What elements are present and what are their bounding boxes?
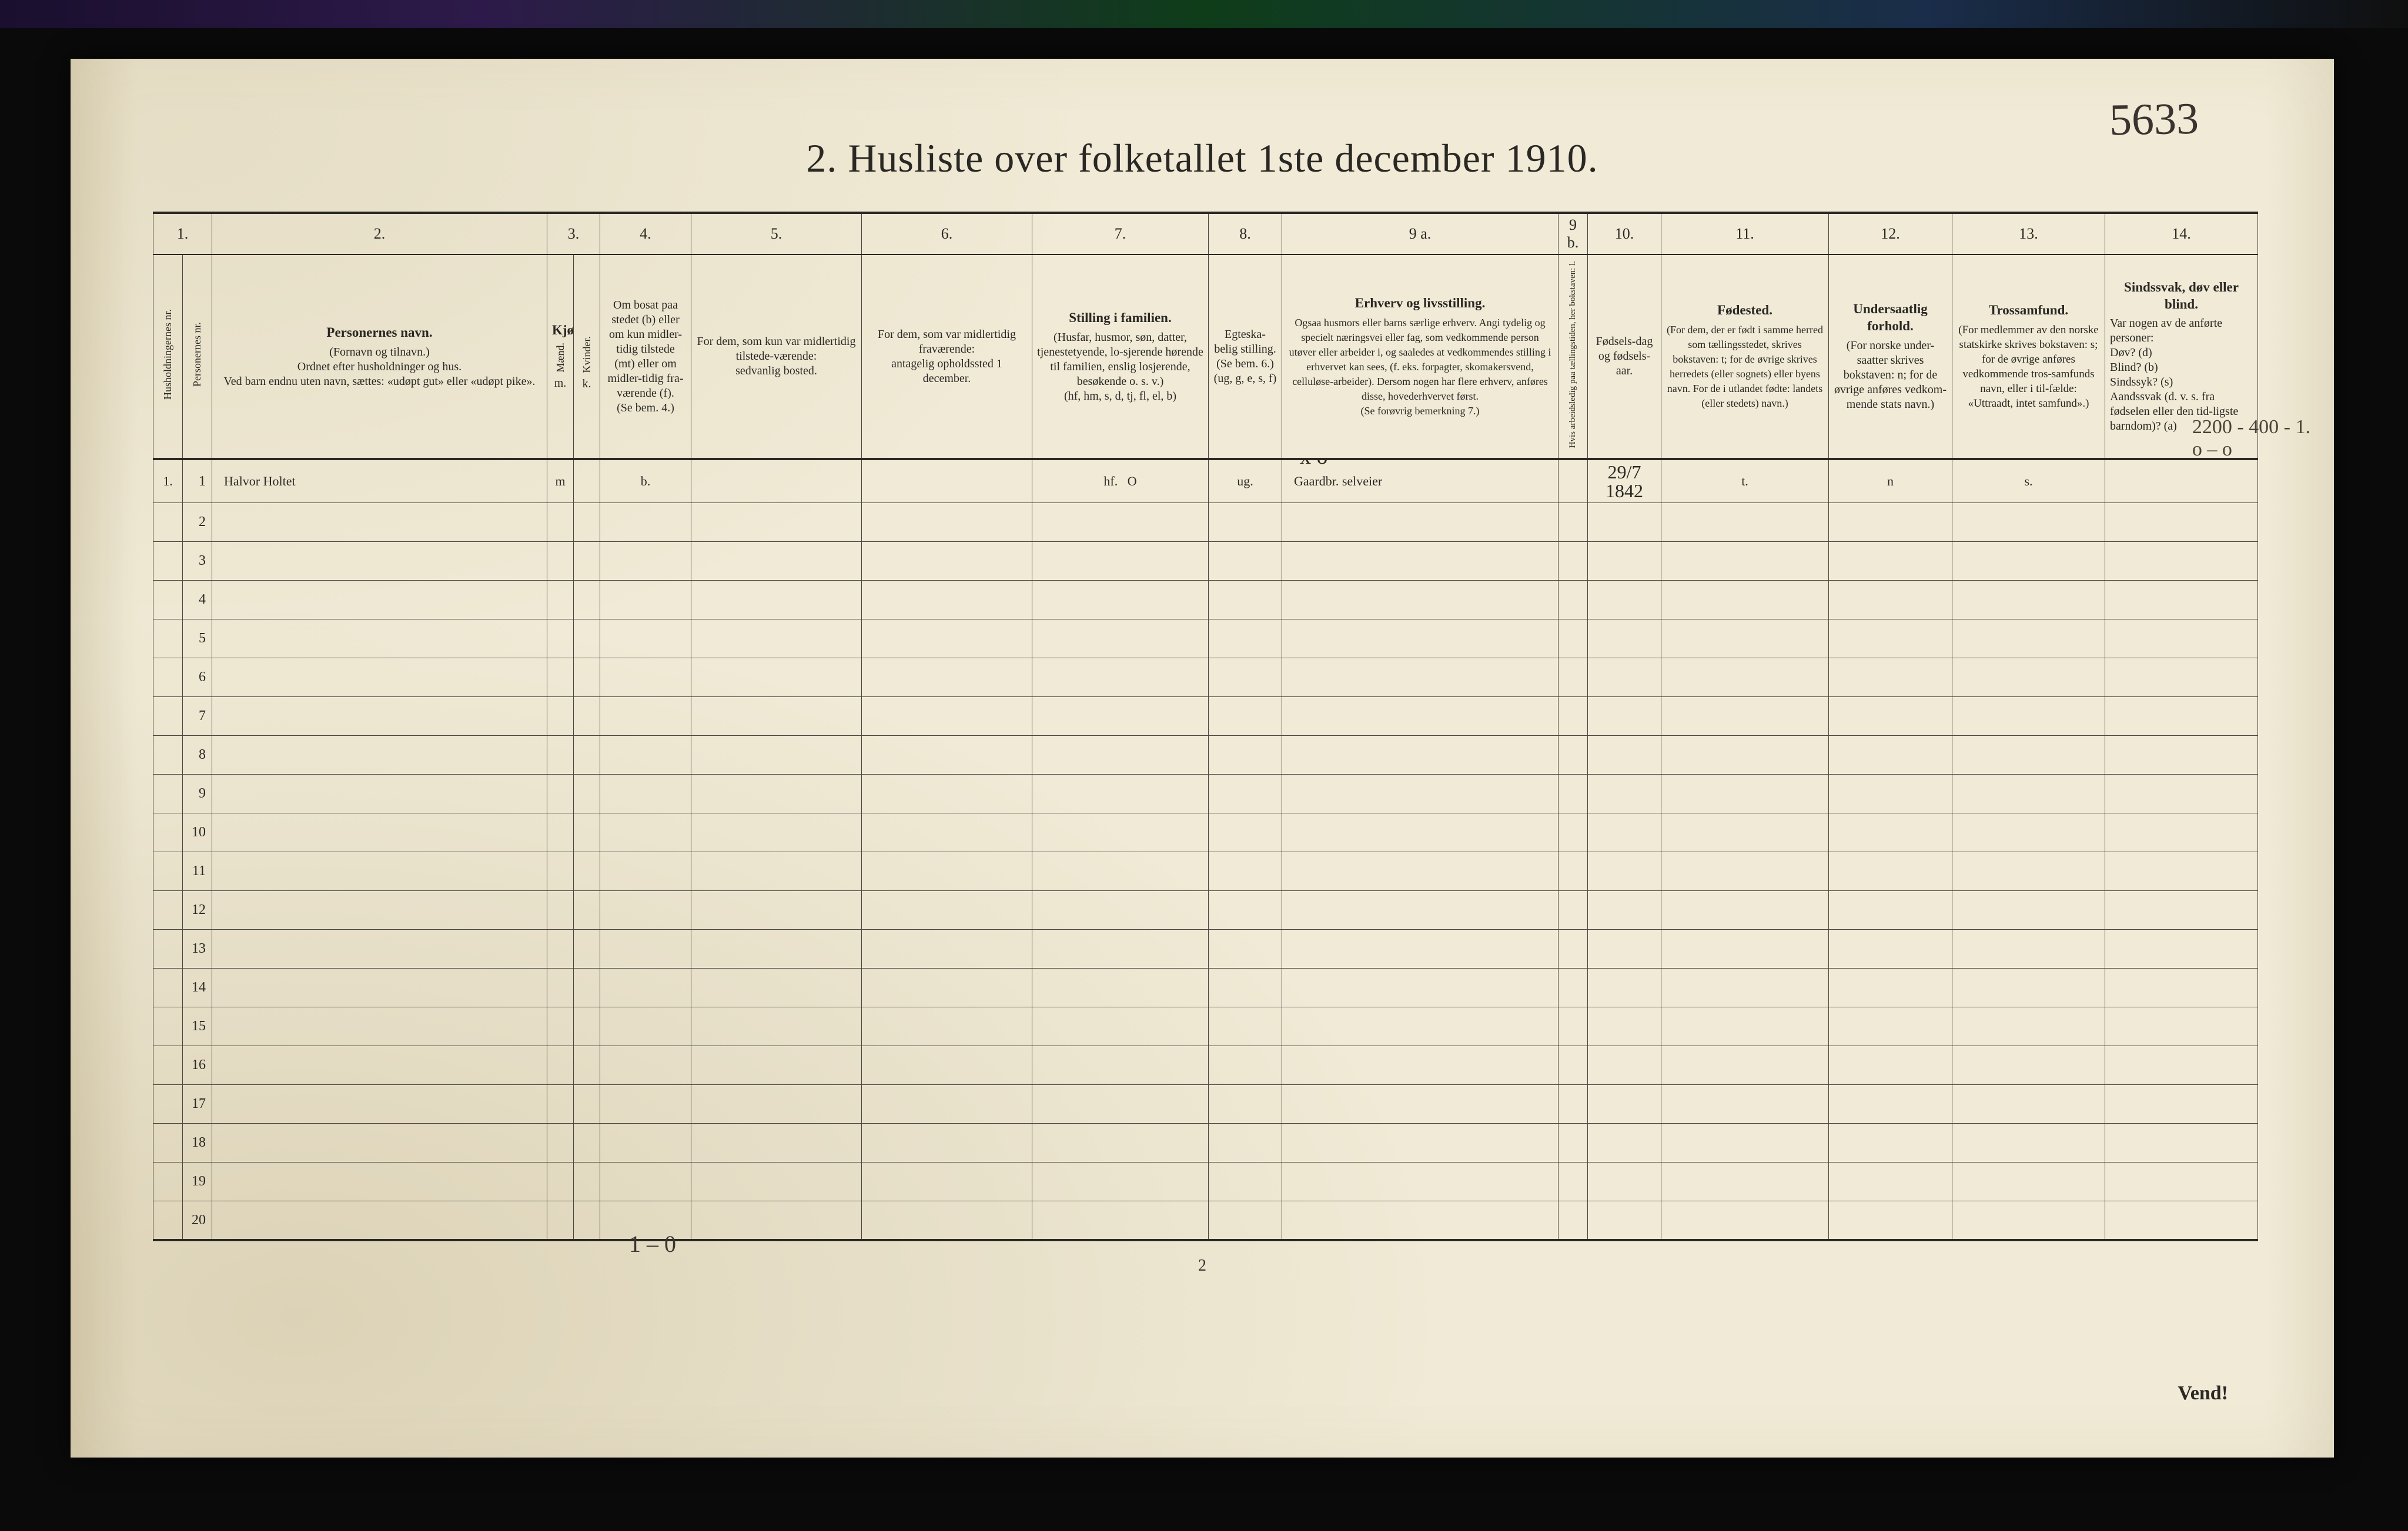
header-birth: Fødsels-dag og fødsels-aar. bbox=[1588, 254, 1661, 459]
cell-col6 bbox=[862, 459, 1032, 503]
cell-col5 bbox=[691, 459, 862, 503]
colnum-3: 3. bbox=[547, 213, 600, 254]
table-row: 15 bbox=[153, 1007, 2258, 1046]
table-row: 7 bbox=[153, 697, 2258, 736]
header-names: Personernes navn.(Fornavn og tilnavn.) O… bbox=[212, 254, 547, 459]
table-row: 20 bbox=[153, 1201, 2258, 1240]
table-row: 18 bbox=[153, 1124, 2258, 1163]
cell-religion: s. bbox=[1952, 459, 2105, 503]
header-temp-present: For dem, som kun var midlertidig tilsted… bbox=[691, 254, 862, 459]
header-sex-m: Kjøn.Mænd.m. bbox=[547, 254, 574, 459]
vend-label: Vend! bbox=[2178, 1382, 2228, 1405]
scanner-color-strip bbox=[0, 0, 2408, 28]
cell-birth: 29/7 1842 bbox=[1588, 459, 1661, 503]
cell-marital: ug. bbox=[1209, 459, 1282, 503]
colnum-13: 13. bbox=[1952, 213, 2105, 254]
cell-family-pos: hf. O bbox=[1032, 459, 1209, 503]
column-header-row: Husholdningernes nr. Personernes nr. Per… bbox=[153, 254, 2258, 459]
colnum-4: 4. bbox=[600, 213, 691, 254]
colnum-11: 11. bbox=[1661, 213, 1829, 254]
cell-nationality: n bbox=[1829, 459, 1952, 503]
header-family-position: Stilling i familien.(Husfar, husmor, søn… bbox=[1032, 254, 1209, 459]
cell-col9b bbox=[1558, 459, 1588, 503]
margin-note-right: 2200 - 400 - 1. o – o bbox=[2192, 416, 2310, 461]
printed-page-number: 2 bbox=[71, 1257, 2334, 1275]
table-row: 9 bbox=[153, 775, 2258, 813]
colnum-2: 2. bbox=[212, 213, 547, 254]
table-row: 12 bbox=[153, 891, 2258, 930]
cell-name: Halvor Holtet bbox=[212, 459, 547, 503]
cell-sex-m: m bbox=[547, 459, 574, 503]
colnum-5: 5. bbox=[691, 213, 862, 254]
document-page: 5633 2. Husliste over folketallet 1ste d… bbox=[71, 59, 2334, 1458]
table-row: 17 bbox=[153, 1085, 2258, 1124]
page-title: 2. Husliste over folketallet 1ste decemb… bbox=[71, 135, 2334, 182]
table-row: 16 bbox=[153, 1046, 2258, 1085]
table-row: 11 bbox=[153, 852, 2258, 891]
header-marital: Egteska-belig stilling. (Se bem. 6.) (ug… bbox=[1209, 254, 1282, 459]
header-sex-k: Kvinder.k. bbox=[574, 254, 600, 459]
cell-occupation: x o Gaardbr. selveier bbox=[1282, 459, 1558, 503]
census-table: 1. 2. 3. 4. 5. 6. 7. 8. 9 a. 9 b. 10. 11… bbox=[153, 212, 2258, 1241]
table-row: 19 bbox=[153, 1163, 2258, 1201]
table-row: 1. 1 Halvor Holtet m b. hf. O ug. x o Ga… bbox=[153, 459, 2258, 503]
table-row: 6 bbox=[153, 658, 2258, 697]
header-personnr: Personernes nr. bbox=[183, 254, 212, 459]
colnum-7: 7. bbox=[1032, 213, 1209, 254]
cell-residence: b. bbox=[600, 459, 691, 503]
colnum-9a: 9 a. bbox=[1282, 213, 1558, 254]
colnum-10: 10. bbox=[1588, 213, 1661, 254]
header-religion: Trossamfund.(For medlemmer av den norske… bbox=[1952, 254, 2105, 459]
table-row: 2 bbox=[153, 503, 2258, 542]
colnum-14: 14. bbox=[2105, 213, 2258, 254]
colnum-6: 6. bbox=[862, 213, 1032, 254]
colnum-9b: 9 b. bbox=[1558, 213, 1588, 254]
header-occupation: Erhverv og livsstilling.Ogsaa husmors el… bbox=[1282, 254, 1558, 459]
cell-sex-k bbox=[574, 459, 600, 503]
colnum-1: 1. bbox=[153, 213, 212, 254]
header-nationality: Undersaatlig forhold.(For norske under-s… bbox=[1829, 254, 1952, 459]
table-row: 10 bbox=[153, 813, 2258, 852]
colnum-12: 12. bbox=[1829, 213, 1952, 254]
table-row: 3 bbox=[153, 542, 2258, 581]
header-householdnr: Husholdningernes nr. bbox=[153, 254, 183, 459]
bottom-totals: 1 – 0 bbox=[629, 1230, 676, 1258]
colnum-8: 8. bbox=[1209, 213, 1282, 254]
cell-householdnr: 1. bbox=[153, 459, 183, 503]
header-unemployed: Hvis arbeidsledig paa tællingstiden, her… bbox=[1558, 254, 1588, 459]
cell-birthplace: t. bbox=[1661, 459, 1829, 503]
table-row: 4 bbox=[153, 581, 2258, 619]
table-row: 14 bbox=[153, 969, 2258, 1007]
cell-col14 bbox=[2105, 459, 2258, 503]
column-number-row: 1. 2. 3. 4. 5. 6. 7. 8. 9 a. 9 b. 10. 11… bbox=[153, 213, 2258, 254]
table-row: 13 bbox=[153, 930, 2258, 969]
table-row: 5 bbox=[153, 619, 2258, 658]
table-row: 8 bbox=[153, 736, 2258, 775]
header-residence: Om bosat paa stedet (b) eller om kun mid… bbox=[600, 254, 691, 459]
cell-personnr: 1 bbox=[183, 459, 212, 503]
header-birthplace: Fødested.(For dem, der er født i samme h… bbox=[1661, 254, 1829, 459]
header-temp-absent: For dem, som var midlertidig fraværende:… bbox=[862, 254, 1032, 459]
census-rows: 1. 1 Halvor Holtet m b. hf. O ug. x o Ga… bbox=[153, 459, 2258, 1240]
census-table-wrap: 1. 2. 3. 4. 5. 6. 7. 8. 9 a. 9 b. 10. 11… bbox=[153, 212, 2258, 1241]
